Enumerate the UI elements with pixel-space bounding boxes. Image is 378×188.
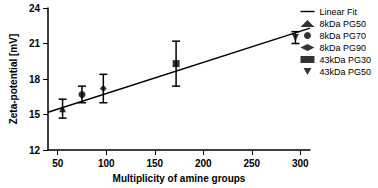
svg-text:150: 150 <box>146 158 163 169</box>
svg-text:8kDa PG70: 8kDa PG70 <box>319 31 366 41</box>
svg-text:43kDa PG30: 43kDa PG30 <box>319 55 371 65</box>
svg-text:200: 200 <box>195 158 212 169</box>
svg-text:15: 15 <box>29 109 41 120</box>
svg-text:Multiplicity of amine groups: Multiplicity of amine groups <box>113 173 246 184</box>
svg-text:8kDa PG90: 8kDa PG90 <box>319 43 366 53</box>
svg-text:300: 300 <box>292 158 309 169</box>
svg-text:18: 18 <box>29 74 41 85</box>
svg-text:50: 50 <box>52 158 64 169</box>
svg-text:21: 21 <box>29 38 41 49</box>
svg-text:Linear Fit: Linear Fit <box>319 7 357 17</box>
svg-text:100: 100 <box>98 158 115 169</box>
svg-text:Zeta-potential [mV]: Zeta-potential [mV] <box>8 34 19 125</box>
svg-text:250: 250 <box>243 158 260 169</box>
svg-text:43kDa PG50: 43kDa PG50 <box>319 67 371 77</box>
svg-text:12: 12 <box>29 145 41 156</box>
svg-text:8kDa PG50: 8kDa PG50 <box>319 19 366 29</box>
svg-text:24: 24 <box>29 3 41 14</box>
